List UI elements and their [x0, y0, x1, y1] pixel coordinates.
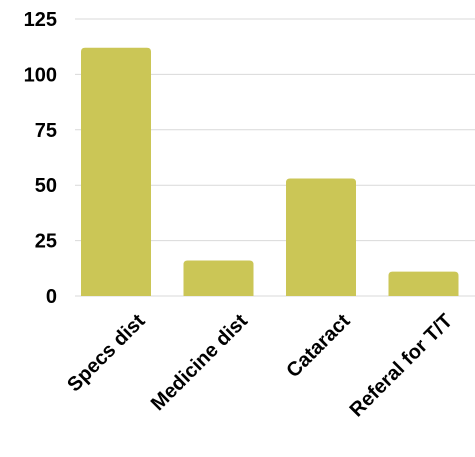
y-tick-label: 50: [35, 175, 57, 197]
x-tick-label: Referal for T/T: [346, 310, 457, 421]
y-tick-label: 25: [35, 231, 57, 253]
y-tick-label: 125: [24, 9, 57, 31]
x-tick-label: Specs dist: [63, 310, 150, 397]
y-tick-label: 75: [35, 120, 57, 142]
x-tick-label: Cataract: [282, 310, 354, 382]
bar-cataract: [286, 178, 356, 296]
bar-medicine-dist: [183, 260, 254, 296]
y-tick-label: 0: [46, 286, 57, 308]
x-tick-label: Medicine dist: [147, 310, 252, 415]
bar-referal-for-t-t: [388, 271, 459, 296]
bar-specs-dist: [81, 47, 151, 296]
bars: [81, 47, 459, 296]
y-tick-label: 100: [24, 64, 57, 86]
y-axis-ticks: 0 25 50 75 100 125: [24, 9, 57, 308]
